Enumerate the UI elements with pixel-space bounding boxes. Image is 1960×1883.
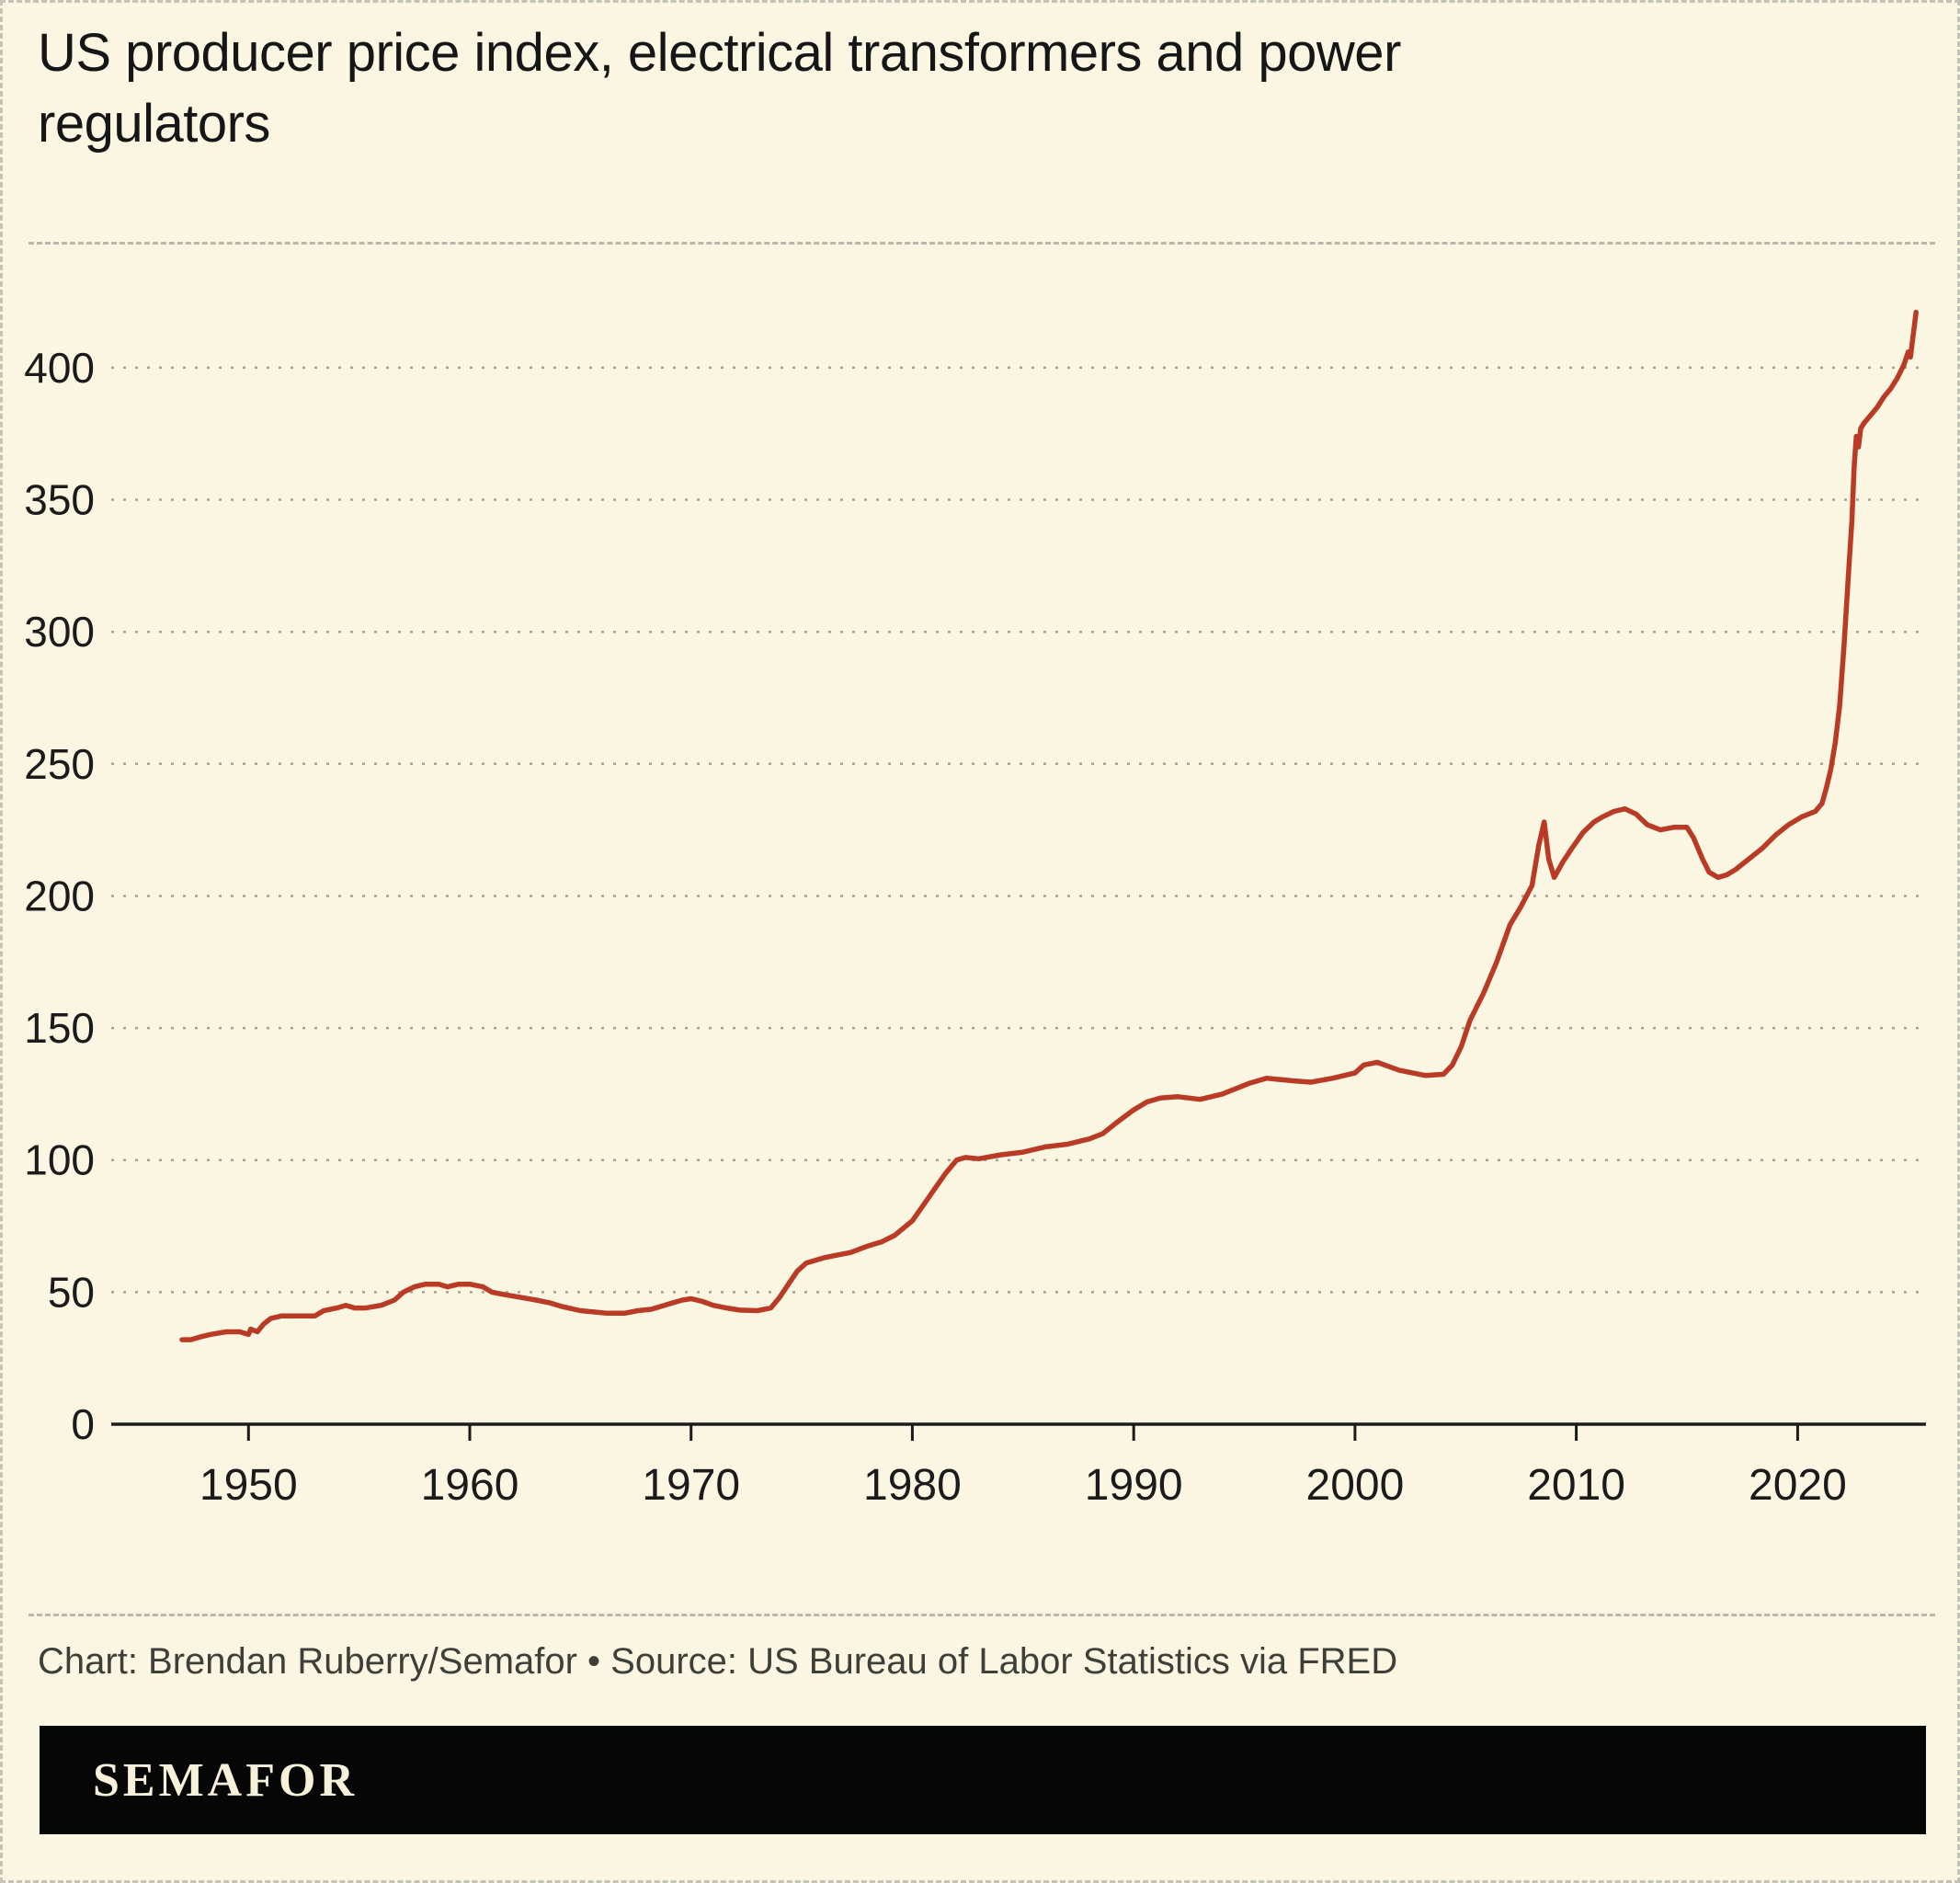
semafor-logo: SEMAFOR — [93, 1753, 358, 1807]
x-tick-label-1950: 1950 — [199, 1461, 298, 1510]
x-tick-label-1970: 1970 — [642, 1461, 740, 1510]
chart-credit: Chart: Brendan Ruberry/Semafor • Source:… — [38, 1641, 1398, 1682]
series-line — [179, 309, 1919, 1342]
semafor-logo-bar: SEMAFOR — [40, 1726, 1926, 1834]
x-tick-label-1960: 1960 — [421, 1461, 519, 1510]
y-tick-label-300: 300 — [24, 608, 95, 656]
y-tick-label-0: 0 — [71, 1400, 95, 1448]
y-tick-label-250: 250 — [24, 740, 95, 788]
x-tick-label-2000: 2000 — [1306, 1461, 1405, 1510]
y-tick-label-200: 200 — [24, 873, 95, 920]
x-tick-label-1980: 1980 — [863, 1461, 962, 1510]
ppi-line-chart: 0 50 100 150 200 250 300 350 400 1950 1960 1970 1980… — [24, 309, 1926, 1510]
y-tick-label-50: 50 — [48, 1268, 95, 1316]
x-tick-label-2020: 2020 — [1749, 1461, 1847, 1510]
x-tick-label-2010: 2010 — [1527, 1461, 1625, 1510]
x-tick-label-1990: 1990 — [1085, 1461, 1183, 1510]
bottom-separator — [28, 1614, 1935, 1616]
y-tick-label-150: 150 — [24, 1004, 95, 1052]
y-tick-label-100: 100 — [24, 1136, 95, 1184]
chart-title: US producer price index, electrical tran… — [38, 23, 1401, 154]
top-separator — [28, 242, 1935, 245]
y-tick-label-400: 400 — [24, 344, 95, 392]
y-tick-label-350: 350 — [24, 476, 95, 524]
